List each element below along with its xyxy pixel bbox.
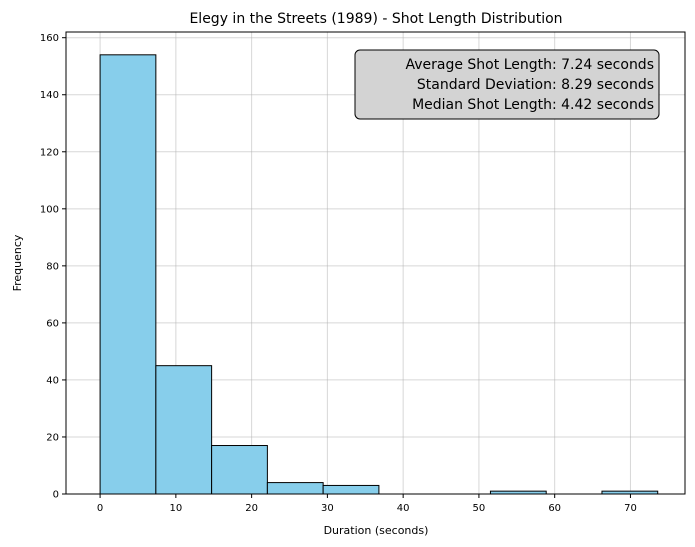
chart-title: Elegy in the Streets (1989) - Shot Lengt… bbox=[189, 11, 562, 27]
bars bbox=[99, 54, 659, 495]
y-axis-label: Frequency bbox=[11, 234, 24, 291]
median-shot-length-text: Median Shot Length: 4.42 seconds bbox=[412, 97, 654, 113]
plot-frame bbox=[65, 31, 686, 495]
x-axis-ticks: 0 10 20 30 40 50 60 70 bbox=[97, 494, 637, 514]
x-tick-label: 50 bbox=[473, 503, 486, 514]
y-tick-label: 20 bbox=[46, 432, 59, 443]
stats-annotation-box: Average Shot Length: 7.24 seconds Standa… bbox=[354, 49, 660, 120]
standard-deviation-text: Standard Deviation: 8.29 seconds bbox=[417, 77, 654, 93]
x-axis-label: Duration (seconds) bbox=[324, 524, 429, 537]
x-tick-label: 40 bbox=[397, 503, 410, 514]
y-tick-label: 60 bbox=[46, 318, 59, 329]
y-tick-label: 100 bbox=[40, 204, 59, 215]
x-tick-label: 0 bbox=[97, 503, 103, 514]
x-tick-label: 30 bbox=[321, 503, 334, 514]
x-tick-label: 10 bbox=[169, 503, 182, 514]
stats-box-background bbox=[354, 49, 660, 120]
histogram-bar bbox=[322, 484, 380, 495]
histogram-bar bbox=[155, 365, 213, 495]
y-tick-label: 80 bbox=[46, 261, 59, 272]
x-tick-label: 20 bbox=[245, 503, 258, 514]
histogram-bar bbox=[211, 445, 268, 495]
y-axis-ticks: 0 20 40 60 80 100 120 140 160 bbox=[40, 33, 66, 501]
y-tick-label: 140 bbox=[40, 90, 59, 101]
histogram-bar bbox=[266, 482, 324, 495]
y-tick-label: 0 bbox=[53, 490, 59, 501]
y-tick-label: 120 bbox=[40, 147, 59, 158]
x-tick-label: 60 bbox=[548, 503, 561, 514]
average-shot-length-text: Average Shot Length: 7.24 seconds bbox=[405, 57, 654, 73]
x-tick-label: 70 bbox=[624, 503, 637, 514]
y-tick-label: 40 bbox=[46, 375, 59, 386]
y-tick-label: 160 bbox=[40, 33, 59, 44]
histogram-bar bbox=[99, 54, 157, 495]
